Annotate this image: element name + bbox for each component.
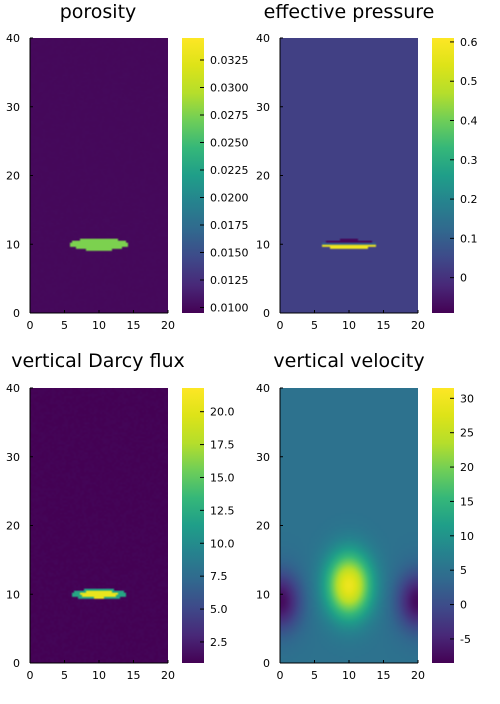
colorbar-tick-label: 10 — [460, 530, 474, 543]
x-tick-label: 15 — [127, 319, 141, 332]
colorbar-tick-label: 0.0225 — [210, 164, 249, 177]
x-tick-label: 0 — [27, 669, 34, 682]
colorbar-tick-label: 0.4 — [460, 115, 478, 128]
colorbar-tick-label: 30 — [460, 392, 474, 405]
x-tick-label: 10 — [342, 669, 356, 682]
y-tick-label: 30 — [256, 101, 270, 114]
y-tick-label: 10 — [256, 588, 270, 601]
panel-4: vertical velocity 0 5 10 15 20 0 10 20 30 40 -5 0 5 10… — [256, 350, 474, 682]
y-tick-label: 20 — [256, 170, 270, 183]
x-tick-label: 20 — [161, 319, 175, 332]
x-tick-label: 5 — [61, 319, 68, 332]
panel-1: porosity 0 5 10 15 20 0 10 20 30 40 0.0100 0.0125 0.0… — [6, 1, 249, 332]
y-tick-label: 30 — [256, 451, 270, 464]
colorbar-tick-label: 17.5 — [210, 439, 235, 452]
colorbar-tick-label: 0.2 — [460, 193, 478, 206]
heatmap-field — [280, 38, 418, 313]
heatmap-field — [280, 388, 418, 663]
colorbar-tick-label: 0.0250 — [210, 137, 249, 150]
y-tick-label: 20 — [6, 520, 20, 533]
y-tick-label: 40 — [6, 382, 20, 395]
panel-title: vertical velocity — [273, 350, 424, 372]
x-tick-label: 15 — [377, 319, 391, 332]
colorbar-tick-label: 0.0150 — [210, 247, 249, 260]
x-tick-label: 0 — [27, 319, 34, 332]
colorbar — [182, 38, 204, 313]
colorbar — [432, 38, 454, 313]
x-tick-label: 15 — [127, 669, 141, 682]
colorbar-tick-label: 0 — [460, 599, 467, 612]
x-tick-label: 10 — [92, 669, 106, 682]
colorbar-tick-label: 15.0 — [210, 471, 235, 484]
x-tick-label: 5 — [311, 319, 318, 332]
colorbar-tick-label: 20 — [460, 461, 474, 474]
y-tick-label: 10 — [6, 238, 20, 251]
colorbar-tick-label: 15 — [460, 495, 474, 508]
y-tick-label: 30 — [6, 101, 20, 114]
colorbar-tick-label: -5 — [460, 633, 471, 646]
colorbar-tick-label: 0.0300 — [210, 82, 249, 95]
colorbar-tick-label: 0.1 — [460, 232, 478, 245]
colorbar-tick-label: 0.0325 — [210, 54, 249, 67]
x-tick-label: 0 — [277, 669, 284, 682]
heatmap-field — [30, 38, 168, 313]
y-tick-label: 0 — [13, 307, 20, 320]
y-tick-label: 10 — [256, 238, 270, 251]
colorbar-tick-label: 0.0275 — [210, 109, 249, 122]
y-tick-label: 0 — [263, 657, 270, 670]
colorbar-tick-label: 0.6 — [460, 36, 478, 49]
y-tick-label: 30 — [6, 451, 20, 464]
colorbar-tick-label: 0.3 — [460, 154, 478, 167]
colorbar-tick-label: 20.0 — [210, 406, 235, 419]
colorbar-tick-label: 0.5 — [460, 75, 478, 88]
y-tick-label: 40 — [256, 382, 270, 395]
x-tick-label: 10 — [342, 319, 356, 332]
colorbar-tick-label: 10.0 — [210, 537, 235, 550]
heatmap-field — [30, 388, 168, 663]
colorbar-tick-label: 12.5 — [210, 504, 235, 517]
x-tick-label: 0 — [277, 319, 284, 332]
colorbar — [182, 388, 204, 663]
colorbar-tick-label: 5 — [460, 564, 467, 577]
x-tick-label: 5 — [61, 669, 68, 682]
colorbar-tick-label: 5.0 — [210, 603, 228, 616]
panel-title: vertical Darcy flux — [11, 350, 185, 372]
panel-title: effective pressure — [264, 1, 435, 23]
colorbar-tick-label: 0.0100 — [210, 302, 249, 315]
y-tick-label: 20 — [6, 170, 20, 183]
colorbar-tick-label: 0.0175 — [210, 219, 249, 232]
colorbar-tick-label: 7.5 — [210, 570, 228, 583]
x-tick-label: 20 — [161, 669, 175, 682]
panel-title: porosity — [60, 1, 137, 23]
colorbar-tick-label: 0.0200 — [210, 192, 249, 205]
y-tick-label: 40 — [256, 32, 270, 45]
y-tick-label: 0 — [263, 307, 270, 320]
colorbar-tick-label: 0 — [460, 272, 467, 285]
x-tick-label: 5 — [311, 669, 318, 682]
colorbar-tick-label: 2.5 — [210, 636, 228, 649]
colorbar-tick-label: 25 — [460, 427, 474, 440]
colorbar — [432, 388, 454, 663]
panel-3: vertical Darcy flux 0 5 10 15 20 0 10 20 30 40 2.5 5… — [6, 350, 235, 682]
x-tick-label: 20 — [411, 319, 425, 332]
x-tick-label: 20 — [411, 669, 425, 682]
colorbar-tick-label: 0.0125 — [210, 274, 249, 287]
y-tick-label: 20 — [256, 520, 270, 533]
y-tick-label: 40 — [6, 32, 20, 45]
x-tick-label: 10 — [92, 319, 106, 332]
y-tick-label: 10 — [6, 588, 20, 601]
x-tick-label: 15 — [377, 669, 391, 682]
y-tick-label: 0 — [13, 657, 20, 670]
panel-2: effective pressure 0 5 10 15 20 0 10 20 30 40 0 0.1 0… — [256, 1, 478, 332]
